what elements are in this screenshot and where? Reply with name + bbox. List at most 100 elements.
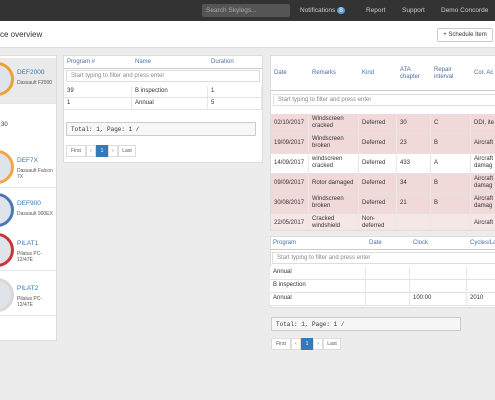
aircraft-type: Dassault 900EX (17, 211, 53, 217)
user-menu[interactable]: Demo Concorde (441, 7, 489, 14)
table-cell: Annual (270, 267, 366, 280)
column-header: Repair interval (431, 58, 471, 91)
column-header: Duration (208, 58, 262, 69)
column-header: Date (271, 58, 309, 91)
table-cell: 09/09/2017 (271, 174, 309, 194)
pagination-button[interactable]: 1 (96, 145, 108, 157)
table-total: Total: 1, Page: 1 / (271, 317, 461, 331)
aircraft-type: Pilatus PC-12/47E (17, 251, 43, 263)
table-cell: Cracked windshield (309, 214, 359, 230)
column-header: Program (270, 238, 366, 250)
table-cell: Deferred (359, 154, 397, 174)
table-cell: Aircraft damag (471, 154, 495, 174)
schedule-button[interactable]: + Schedule Item (437, 28, 493, 42)
table-cell (410, 280, 467, 293)
pagination-button[interactable]: First (66, 145, 86, 157)
table-cell: B (431, 194, 471, 214)
table-cell: Aircraft (471, 214, 495, 230)
navbar: Search Skylegs... Notifications 8 Report… (0, 0, 495, 21)
table-cell: A (431, 154, 471, 174)
column-header: Name (132, 58, 208, 69)
partial-value: 30 (1, 122, 8, 128)
table-cell: Deferred (359, 174, 397, 194)
pagination-button[interactable]: › (313, 338, 323, 350)
pagination-button[interactable]: › (108, 145, 118, 157)
table-cell: 34 (397, 174, 431, 194)
table-cell: 14/09/2017 (271, 154, 309, 174)
table-cell (431, 214, 471, 230)
table-cell (397, 214, 431, 230)
aircraft-avatar (0, 278, 14, 312)
page-header: ce overview + Schedule Item (0, 21, 495, 48)
table-cell: Rotor damaged (309, 174, 359, 194)
column-header: Date (366, 238, 410, 250)
report-link[interactable]: Report (366, 7, 386, 14)
search-box[interactable]: Search Skylegs... (202, 4, 290, 17)
table-cell (410, 267, 467, 280)
aircraft-type: Dassault Falcon 7X (17, 168, 53, 180)
table-cell: 19/09/2017 (271, 134, 309, 154)
table-cell: 30 (397, 114, 431, 134)
filter-input[interactable]: Start typing to filter and press enter (272, 252, 495, 264)
table-cell: B (431, 134, 471, 154)
aircraft-reg: DEF900 (17, 200, 41, 207)
column-header: Program # (64, 58, 132, 69)
table-cell: 23 (397, 134, 431, 154)
aircraft-item[interactable]: DEF900 Dassault 900EX (0, 189, 56, 231)
table-total: Total: 1, Page: 1 / (66, 122, 256, 136)
pagination-button[interactable]: Last (118, 145, 136, 157)
table-cell: Windscreen cracked (309, 114, 359, 134)
pagination-button[interactable]: ‹ (291, 338, 301, 350)
notifications-label: Notifications (300, 7, 336, 14)
column-header: Remarks (309, 58, 359, 91)
table-cell (467, 267, 495, 280)
table-cell: 02/10/2017 (271, 114, 309, 134)
aircraft-item[interactable]: DEF2000 Dassault F2000 (0, 58, 56, 104)
table-cell: 2010 (467, 293, 495, 306)
support-link[interactable]: Support (402, 7, 425, 14)
table-cell: 1 (208, 86, 262, 98)
table-cell: windscreen cracked (309, 154, 359, 174)
aircraft-reg: DEF7X (17, 157, 38, 164)
table-cell: Annual (132, 98, 208, 110)
table-cell: Windscreen broken (309, 194, 359, 214)
pagination-button[interactable]: First (271, 338, 291, 350)
filter-input[interactable]: Start typing to filter and press enter (273, 94, 495, 106)
table-cell: DDI, ite (471, 114, 495, 134)
table-cell: 22/05/2017 (271, 214, 309, 230)
table-cell: 100:00 (410, 293, 467, 306)
table-cell: Non-deferred (359, 214, 397, 230)
column-header: Cycles/La (467, 238, 495, 250)
notification-badge: 8 (337, 7, 345, 14)
defects-panel: Date Remarks Kind ATA chapter Repair interva… (270, 55, 495, 231)
table-cell: 5 (208, 98, 262, 110)
table-cell: B inspection (132, 86, 208, 98)
aircraft-avatar (0, 193, 14, 227)
pagination-button[interactable]: Last (323, 338, 341, 350)
aircraft-list: 30 DEF2000 Dassault F2000 DEF7X Dassault Fa… (0, 55, 57, 341)
pagination-button[interactable]: ‹ (86, 145, 96, 157)
table-cell: Windscreen broken (309, 134, 359, 154)
schedule-button-label: Schedule Item (448, 32, 487, 38)
filter-input[interactable]: Start typing to filter and press enter (66, 70, 260, 82)
table-cell: B (431, 174, 471, 194)
programs-panel: Program # Name Duration Start typing to fil… (63, 55, 263, 163)
aircraft-item[interactable]: DEF7X Dassault Falcon 7X (0, 146, 56, 188)
pagination-button[interactable]: 1 (301, 338, 313, 350)
table-cell (366, 267, 410, 280)
table-cell: Deferred (359, 114, 397, 134)
aircraft-avatar (0, 233, 14, 267)
notifications[interactable]: Notifications 8 (300, 7, 345, 14)
table-cell: B inspection (270, 280, 366, 293)
table-cell: C (431, 114, 471, 134)
aircraft-item[interactable]: PILAT1 Pilatus PC-12/47E (0, 229, 56, 271)
table-cell: 30/08/2017 (271, 194, 309, 214)
table-cell: Aircraft (471, 134, 495, 154)
table-cell: 21 (397, 194, 431, 214)
column-header: Cor. Ac (471, 58, 495, 91)
aircraft-item[interactable]: PILAT2 Pilatus PC-12/47E (0, 274, 56, 316)
aircraft-reg: PILAT2 (17, 285, 39, 292)
aircraft-reg: DEF2000 (17, 69, 45, 76)
column-header: Kind (359, 58, 397, 91)
